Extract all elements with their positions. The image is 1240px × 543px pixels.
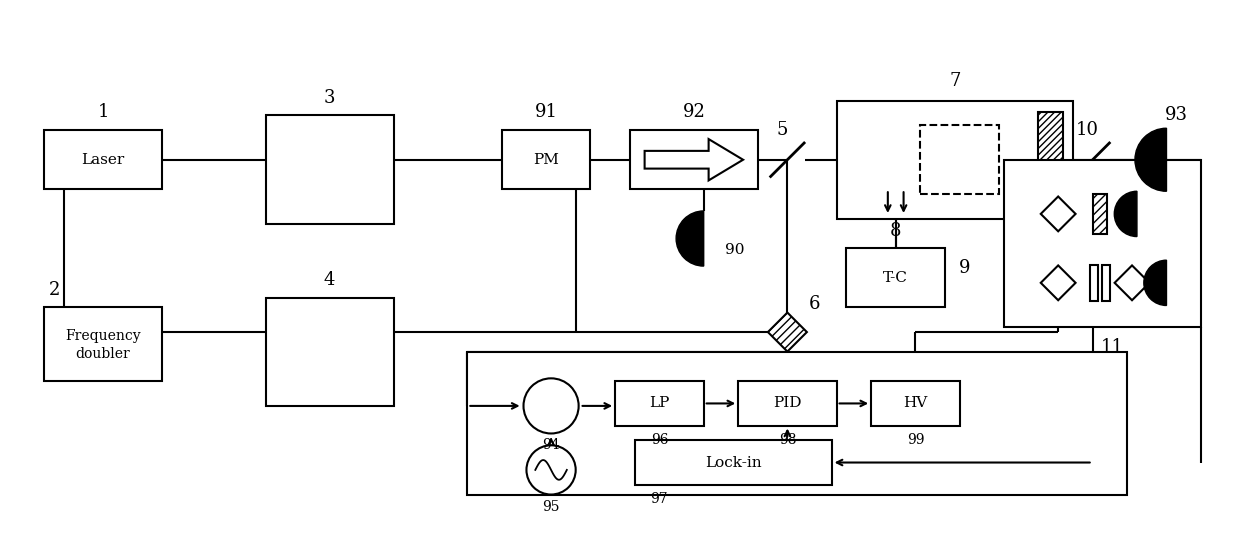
Bar: [870, 381, 960, 426]
Text: 95: 95: [542, 500, 559, 514]
Bar: [1090, 265, 1097, 300]
Text: doubler: doubler: [76, 347, 130, 361]
Bar: [1102, 265, 1110, 300]
Text: Frequency: Frequency: [66, 330, 141, 344]
Text: 94: 94: [542, 438, 560, 452]
Text: PID: PID: [774, 396, 801, 411]
Wedge shape: [1135, 128, 1167, 191]
Bar: [1040, 266, 1075, 300]
Bar: [265, 298, 393, 406]
Text: 98: 98: [779, 433, 796, 447]
Text: 3: 3: [324, 89, 335, 107]
Text: 10: 10: [1076, 121, 1099, 139]
Bar: [635, 440, 832, 485]
Text: 11: 11: [1101, 338, 1123, 356]
Text: 90: 90: [725, 243, 745, 257]
Text: 4: 4: [324, 271, 335, 289]
Text: LP: LP: [650, 396, 670, 411]
Wedge shape: [676, 211, 703, 266]
Text: 91: 91: [534, 104, 558, 122]
Text: 9: 9: [959, 259, 971, 277]
Wedge shape: [1115, 191, 1137, 237]
Bar: [265, 116, 393, 224]
Text: 8: 8: [890, 222, 901, 239]
Text: 1: 1: [97, 104, 109, 122]
Circle shape: [527, 445, 575, 495]
Text: 7: 7: [949, 72, 961, 90]
Bar: [1038, 112, 1063, 207]
Bar: [1115, 266, 1149, 300]
Bar: [1040, 197, 1075, 231]
Text: HV: HV: [903, 396, 928, 411]
Polygon shape: [645, 139, 743, 180]
Bar: [502, 130, 590, 190]
Text: Laser: Laser: [82, 153, 125, 167]
Text: 6: 6: [810, 295, 821, 313]
Text: 93: 93: [1164, 106, 1188, 124]
Bar: [847, 248, 945, 307]
Bar: [630, 130, 758, 190]
Text: 92: 92: [682, 104, 706, 122]
Bar: [467, 352, 1127, 495]
Bar: [738, 381, 837, 426]
Bar: [43, 307, 162, 381]
Text: 99: 99: [906, 433, 924, 447]
Bar: [1004, 160, 1202, 327]
Bar: [768, 313, 807, 351]
Text: PM: PM: [533, 153, 559, 167]
Circle shape: [523, 378, 579, 433]
Bar: [615, 381, 703, 426]
Bar: [43, 130, 162, 190]
Text: Lock-in: Lock-in: [704, 456, 761, 470]
Bar: [1092, 194, 1107, 233]
Wedge shape: [1143, 260, 1167, 306]
Text: T-C: T-C: [883, 271, 908, 285]
Text: 97: 97: [651, 493, 668, 507]
Text: 5: 5: [776, 121, 789, 139]
Bar: [837, 100, 1073, 219]
Text: 2: 2: [48, 281, 61, 299]
Bar: [920, 125, 999, 194]
Text: 96: 96: [651, 433, 668, 447]
